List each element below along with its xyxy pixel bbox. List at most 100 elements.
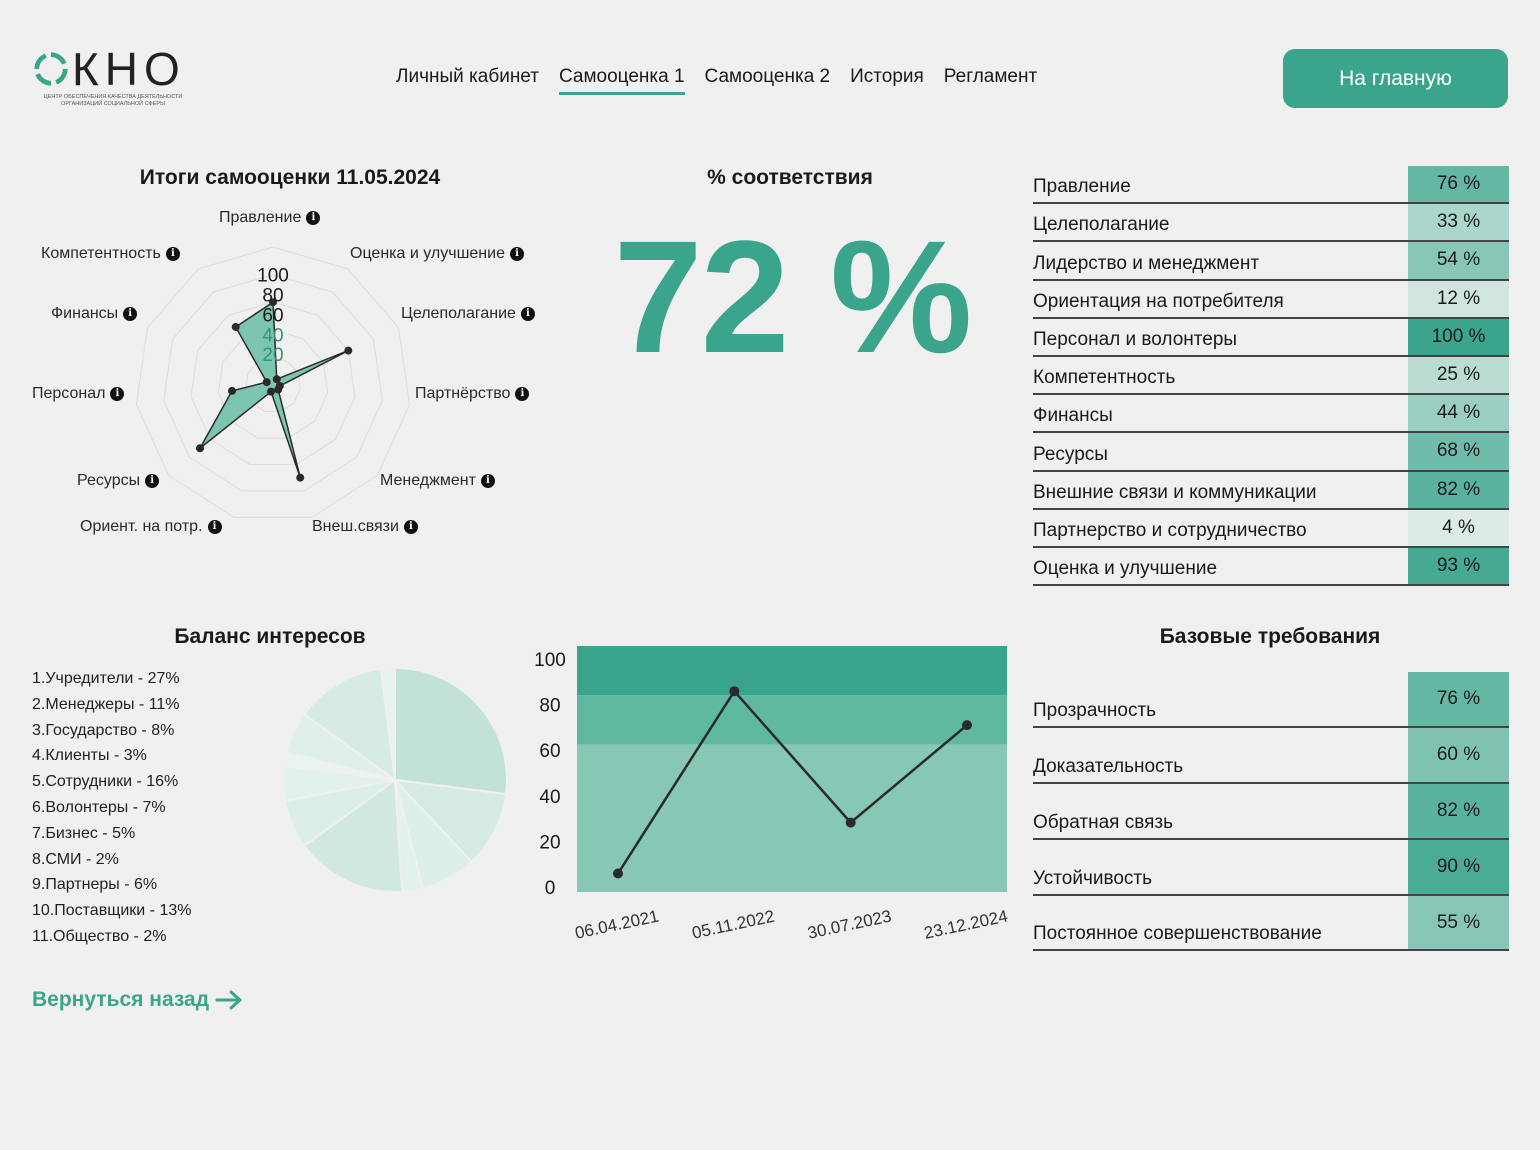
pie-slice xyxy=(302,778,404,893)
score-label: Прозрачность xyxy=(1033,699,1157,721)
x-tick-label: 30.07.2023 xyxy=(806,906,893,942)
score-row: Прозрачность 76 % xyxy=(1033,672,1509,728)
radar-axis-text: Ориент. на потр. xyxy=(80,518,203,535)
base-requirements-title: Базовые требования xyxy=(1159,625,1381,648)
score-value: 4 % xyxy=(1408,509,1509,546)
radar-point xyxy=(228,386,237,395)
main-nav: Личный кабинет Самооценка 1 Самооценка 2 Ис… xyxy=(396,66,1037,95)
y-tick-label: 60 xyxy=(539,741,560,762)
info-icon[interactable]: i xyxy=(509,247,524,261)
y-tick-label: 0 xyxy=(545,878,556,899)
logo[interactable]: КНО ЦЕНТР ОБЕСПЕЧЕНИЯ КАЧЕСТВА ДЕЯТЕЛЬНО… xyxy=(32,46,202,112)
back-link[interactable]: Вернуться назад xyxy=(32,988,243,1012)
info-icon[interactable]: i xyxy=(165,247,180,261)
data-point xyxy=(845,817,856,828)
radar-point xyxy=(267,387,276,396)
radar-axis-label: Менеджмент i xyxy=(380,472,495,490)
nav-item-2[interactable]: Самооценка 1 xyxy=(558,66,685,95)
pie-slice xyxy=(392,778,508,864)
logo-wordmark: КНО xyxy=(32,46,186,92)
radar-axis-label: Оценка и улучшение i xyxy=(350,245,524,263)
info-icon[interactable]: i xyxy=(480,474,495,488)
logo-text: КНО xyxy=(72,43,186,95)
back-link-label: Вернуться назад xyxy=(32,988,210,1011)
score-label: Лидерство и менеджмент xyxy=(1033,252,1260,274)
score-label: Ориентация на потребителя xyxy=(1033,290,1284,312)
data-point xyxy=(962,720,972,731)
score-value: 60 % xyxy=(1408,727,1509,782)
chart-band xyxy=(577,646,1007,696)
info-icon[interactable]: i xyxy=(110,387,125,401)
score-label: Устойчивость xyxy=(1033,867,1153,889)
series-line xyxy=(616,689,968,875)
radar-axis-label: Целеполагание i xyxy=(401,305,535,323)
y-tick-label: 100 xyxy=(534,650,566,671)
legend-item: 2.Менеджеры - 11% xyxy=(32,695,180,713)
home-button[interactable]: На главную xyxy=(1283,49,1508,108)
score-value: 100 % xyxy=(1408,318,1509,355)
radar-axis-text: Оценка и улучшение xyxy=(350,245,505,262)
legend-item: 8.СМИ - 2% xyxy=(32,850,119,868)
info-icon[interactable]: i xyxy=(207,520,222,534)
data-point xyxy=(613,868,623,879)
legend-item: 11.Общество - 2% xyxy=(32,927,167,945)
info-icon[interactable]: i xyxy=(515,387,530,401)
legend-item: 5.Сотрудники - 16% xyxy=(32,773,179,791)
data-point xyxy=(729,686,740,697)
y-tick-label: 20 xyxy=(539,832,560,853)
radar-axis-text: Ресурсы xyxy=(77,472,141,489)
arrow-right-icon xyxy=(215,990,242,1010)
info-icon[interactable]: i xyxy=(123,307,138,321)
x-tick-label: 23.12.2024 xyxy=(922,906,1009,942)
score-row: Внешние связи и коммуникации 82 % xyxy=(1033,471,1509,510)
score-row: Правление 76 % xyxy=(1033,166,1509,205)
legend-item: 3.Государство - 8% xyxy=(32,721,175,739)
criteria-table: Правление 76 % Целеполагание 33 % Лидерство … xyxy=(1033,166,1509,587)
compliance-title: % соответствия xyxy=(707,166,873,189)
radar-axis-text: Внеш.связи xyxy=(312,518,399,535)
score-row: Устойчивость 90 % xyxy=(1033,839,1509,896)
info-icon[interactable]: i xyxy=(520,307,535,321)
score-row: Партнерство и сотрудничество 4 % xyxy=(1033,509,1509,548)
chart-band xyxy=(577,695,1007,745)
info-icon[interactable]: i xyxy=(403,520,418,534)
score-value: 55 % xyxy=(1408,895,1509,950)
score-value: 12 % xyxy=(1408,280,1509,317)
score-value: 76 % xyxy=(1408,166,1509,203)
radar-axis-label: Ориент. на потр. i xyxy=(80,518,222,536)
radar-tick-label: 20 xyxy=(262,345,283,366)
nav-item-3[interactable]: Самооценка 2 xyxy=(704,66,831,87)
history-line-chart: 100 80 60 40 20 0 06.04.2021 05.11.2022 30.07.20… xyxy=(534,646,1009,943)
score-label: Финансы xyxy=(1033,405,1113,427)
score-value: 54 % xyxy=(1408,242,1509,279)
score-value: 76 % xyxy=(1408,672,1509,726)
radar-axis-label: Партнёрство i xyxy=(415,385,530,403)
radar-tick-label: 40 xyxy=(262,325,283,346)
radar-axis-text: Персонал xyxy=(32,385,106,402)
radar-axis-text: Целеполагание xyxy=(401,305,516,322)
score-value: 68 % xyxy=(1408,433,1509,470)
legend-item: 6.Волонтеры - 7% xyxy=(32,798,166,816)
score-label: Ресурсы xyxy=(1033,443,1108,465)
radar-point xyxy=(262,378,271,387)
chart-band xyxy=(577,744,1007,892)
nav-item-5[interactable]: Регламент xyxy=(943,66,1038,87)
score-value: 82 % xyxy=(1408,783,1509,838)
score-row: Компетентность 25 % xyxy=(1033,356,1509,396)
score-row: Доказательность 60 % xyxy=(1033,727,1509,784)
radar-title: Итоги самооценки 11.05.2024 xyxy=(139,166,441,189)
score-label: Партнерство и сотрудничество xyxy=(1033,519,1307,541)
score-label: Внешние связи и коммуникации xyxy=(1033,481,1317,503)
radar-axis-text: Партнёрство xyxy=(415,385,511,402)
info-icon[interactable]: i xyxy=(145,474,160,488)
radar-axis-label: Финансы i xyxy=(51,305,138,323)
score-label: Правление xyxy=(1033,176,1131,198)
legend-item: 1.Учредители - 27% xyxy=(32,670,180,687)
base-requirements-table: Прозрачность 76 % Доказательность 60 % Обрат… xyxy=(1033,672,1509,952)
logo-subtitle: ЦЕНТР ОБЕСПЕЧЕНИЯ КАЧЕСТВА ДЕЯТЕЛЬНОСТИ … xyxy=(43,94,183,107)
nav-item-4[interactable]: История xyxy=(850,66,924,87)
nav-item-1[interactable]: Личный кабинет xyxy=(396,66,539,87)
balance-title: Баланс интересов xyxy=(174,625,366,648)
info-icon[interactable]: i xyxy=(306,211,321,225)
